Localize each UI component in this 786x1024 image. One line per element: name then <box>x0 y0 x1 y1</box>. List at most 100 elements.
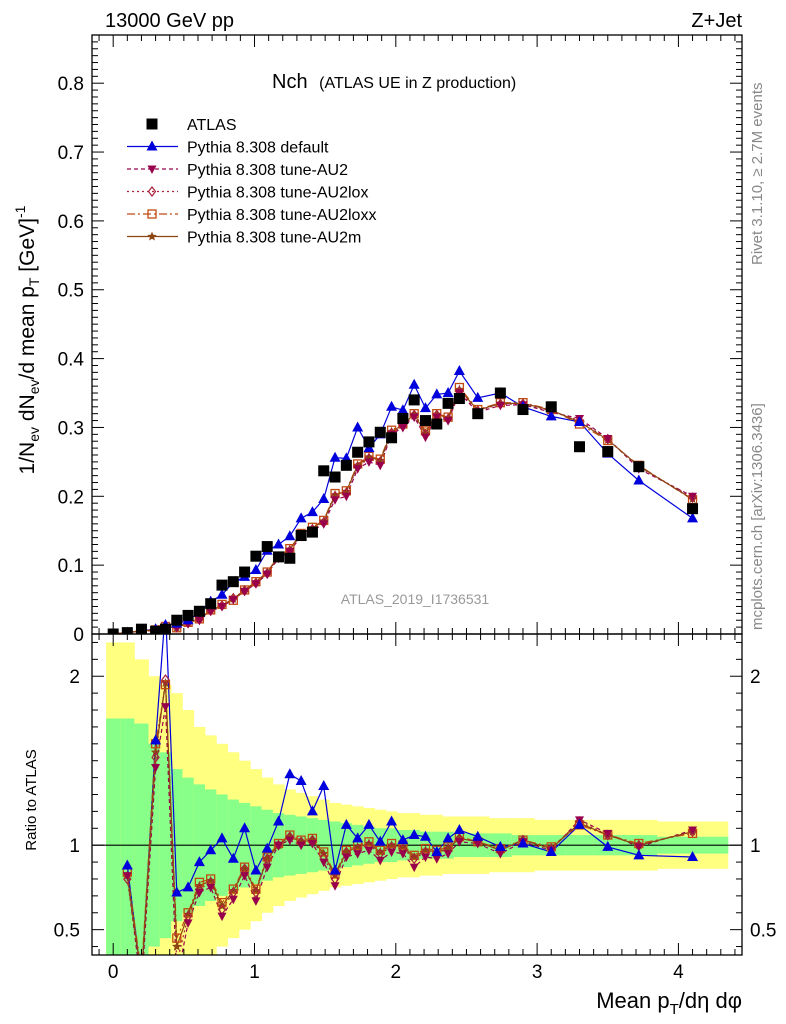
ratio-point-AU2 <box>688 826 698 835</box>
ratio-axis-ticks: 0 1 2 3 4 0.5 0.5 1 1 2 2 <box>54 634 776 983</box>
ratio-panel: 0 1 2 3 4 0.5 0.5 1 1 2 2 <box>54 603 776 994</box>
ratio-point-AU2 <box>217 912 227 922</box>
legend-marker-default <box>146 140 158 151</box>
ratio-point-AU2 <box>319 858 329 868</box>
y-tick-label: 0.1 <box>58 556 84 577</box>
ratio-point-default <box>574 818 585 829</box>
point-data <box>205 598 217 610</box>
ratio-point-AU2 <box>473 839 483 849</box>
rivet-label: Rivet 3.1.10, ≥ 2.7M events <box>749 83 766 266</box>
ratio-point-AU2 <box>443 850 453 859</box>
point-default <box>442 387 454 398</box>
legend-label-AU2m: Pythia 8.308 tune-AU2m <box>187 230 361 247</box>
ratio-point-AU2m <box>137 972 147 981</box>
ratio-point-AU2loxx <box>420 843 431 854</box>
point-AU2 <box>330 496 340 505</box>
plot-title-sub: (ATLAS UE in Z production) <box>319 75 516 92</box>
point-data <box>408 394 420 406</box>
ratio-point-AU2lox <box>173 959 180 968</box>
ratio-y-tick-label-right: 2 <box>750 667 761 688</box>
main-series-layer <box>107 364 699 634</box>
point-default <box>633 474 645 485</box>
legend-marker-AU2loxx <box>147 209 157 219</box>
ratio-point-AU2m <box>150 747 161 757</box>
ratio-point-default <box>472 830 484 841</box>
point-default <box>386 400 398 411</box>
point-data <box>419 415 431 427</box>
ratio-point-AU2loxx <box>217 897 227 908</box>
ratio-y-tick-label: 2 <box>69 667 80 688</box>
ratio-point-default <box>352 832 364 843</box>
point-data <box>216 579 228 591</box>
header-right: Z+Jet <box>691 10 742 32</box>
ratio-point-default <box>602 840 614 851</box>
ratio-point-AU2lox <box>151 751 160 763</box>
point-data <box>574 441 585 453</box>
ratio-y-axis-label: Ratio to ATLAS <box>23 749 40 850</box>
point-AU2 <box>251 580 261 589</box>
plot-title: Nch (ATLAS UE in Z production) <box>272 71 516 93</box>
y-tick-label: 0.6 <box>58 212 84 233</box>
ratio-point-AU2loxx <box>364 837 374 847</box>
point-data <box>442 397 454 409</box>
ratio-point-AU2 <box>137 985 146 994</box>
x-axis-label: Mean pT/dη dφ <box>596 988 742 1018</box>
ratio-point-AU2 <box>454 838 464 847</box>
point-data <box>363 436 375 448</box>
legend-marker-AU2m <box>147 231 157 241</box>
point-data <box>352 446 364 458</box>
ratio-point-AU2 <box>341 853 351 863</box>
ratio-point-AU2 <box>285 836 295 846</box>
ratio-point-AU2 <box>251 897 261 906</box>
ratio-point-default <box>363 818 375 829</box>
ratio-point-AU2 <box>432 855 442 864</box>
y-tick-label: 0.3 <box>58 418 84 439</box>
point-default <box>250 563 262 574</box>
point-data <box>261 541 273 553</box>
point-AU2 <box>364 458 374 467</box>
point-default <box>216 588 228 599</box>
ratio-point-AU2lox <box>262 853 272 865</box>
y-tick-label: 0 <box>73 625 84 646</box>
point-AU2 <box>353 465 363 474</box>
point-data <box>633 461 645 473</box>
point-data <box>397 412 409 424</box>
mcplots-label: mcplots.cern.ch [arXiv:1306.3436] <box>749 403 766 630</box>
legend-marker-AU2lox <box>147 186 157 197</box>
point-AU2 <box>341 492 351 502</box>
point-default <box>574 415 585 426</box>
point-data <box>159 623 171 634</box>
ratio-point-default <box>160 603 171 613</box>
ratio-point-AU2loxx <box>194 877 205 888</box>
ratio-point-AU2loxx <box>228 884 238 894</box>
header-left: 13000 GeV pp <box>105 10 234 32</box>
point-AU2 <box>206 607 216 617</box>
ratio-point-AU2 <box>387 848 397 857</box>
ratio-series-layer <box>121 603 699 994</box>
ratio-point-AU2lox <box>123 873 132 885</box>
point-AU2m <box>341 486 352 496</box>
ratio-point-default <box>453 823 465 834</box>
x-tick-label: 1 <box>249 962 260 983</box>
x-tick-label: 4 <box>673 962 684 983</box>
ratio-point-default <box>261 842 273 853</box>
ratio-point-default <box>442 832 454 843</box>
point-data <box>273 551 285 563</box>
ratio-point-AU2lox <box>251 887 261 898</box>
ratio-point-AU2 <box>398 850 408 859</box>
ratio-point-default <box>121 859 133 870</box>
ratio-point-default <box>273 815 285 826</box>
ratio-point-default <box>150 734 162 745</box>
point-data <box>318 465 330 477</box>
ratio-point-AU2 <box>409 863 419 873</box>
point-default <box>397 404 409 415</box>
ratio-point-AU2loxx <box>172 933 182 943</box>
point-AU2 <box>319 520 329 529</box>
point-AU2 <box>420 433 430 443</box>
point-data <box>517 404 529 416</box>
point-default <box>352 421 364 432</box>
point-default <box>419 402 431 413</box>
ratio-point-default <box>136 974 147 984</box>
point-AU2 <box>603 434 613 444</box>
